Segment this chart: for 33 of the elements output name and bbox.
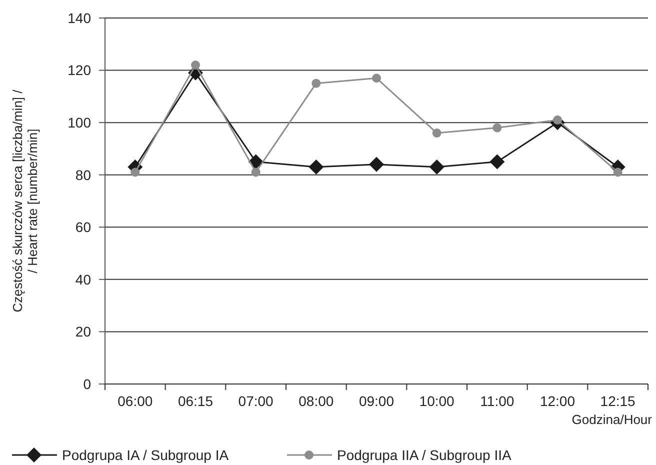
point	[372, 74, 381, 83]
point	[429, 160, 444, 175]
x-tick-label: 12:15	[600, 393, 636, 409]
x-tick-label: 12:00	[540, 393, 576, 409]
point	[191, 60, 200, 70]
x-tick-label: 11:00	[480, 393, 514, 409]
y-tick-label: 120	[68, 62, 92, 78]
y-tick-label: 60	[75, 219, 92, 236]
point	[251, 168, 260, 177]
point	[613, 168, 622, 177]
point	[130, 168, 140, 177]
point	[312, 78, 321, 88]
point	[490, 154, 505, 170]
y-tick-label: 40	[75, 271, 92, 288]
y-axis-title: Częstość skurczów serca [liczba/min] / / Heart rate [number/min]	[10, 89, 40, 312]
legend-label: Podgrupa IA / Subgroup IA	[62, 446, 230, 463]
legend-label: Podgrupa IIA / Subgroup IIA	[337, 446, 512, 463]
y-tick-label: 80	[75, 166, 92, 183]
point	[492, 123, 502, 132]
x-tick-label: 08:00	[298, 393, 334, 409]
x-tick-label: 06:00	[118, 393, 153, 409]
x-tick-label: 06:15	[178, 393, 214, 409]
y-tick-label: 140	[68, 10, 92, 26]
point	[308, 160, 324, 175]
y-tick-label: 20	[75, 324, 92, 340]
y-tick-label: 100	[68, 114, 92, 130]
x-tick-label: 07:00	[238, 393, 274, 409]
x-tick-label: 10:00	[419, 393, 455, 409]
x-axis-title: Godzina/Hour	[572, 412, 653, 427]
y-tick-label: 0	[83, 376, 92, 392]
point	[432, 128, 442, 138]
x-tick-label: 09:00	[358, 393, 394, 409]
point	[369, 156, 384, 172]
